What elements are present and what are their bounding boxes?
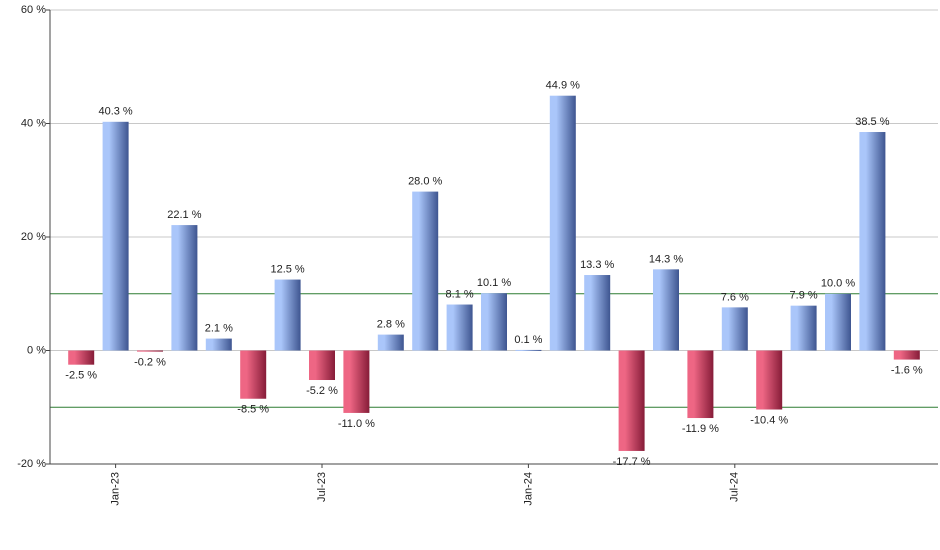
value-label: 38.5 % <box>855 116 889 128</box>
value-label: 0.1 % <box>514 334 542 346</box>
value-label: -10.4 % <box>750 414 788 426</box>
bar <box>68 350 95 365</box>
y-tick-label: -20 % <box>17 458 46 470</box>
bar <box>205 338 232 351</box>
value-label: 12.5 % <box>270 263 304 275</box>
value-label: 8.1 % <box>446 288 474 300</box>
bar <box>584 275 611 351</box>
value-label: 7.9 % <box>790 290 818 302</box>
bar <box>274 279 301 351</box>
value-label: -5.2 % <box>306 385 338 397</box>
bar <box>412 191 439 351</box>
value-label: 7.6 % <box>721 291 749 303</box>
value-label: 14.3 % <box>649 253 683 265</box>
value-label: -8.5 % <box>237 404 269 416</box>
value-label: 2.8 % <box>377 319 405 331</box>
value-label: -1.6 % <box>891 364 923 376</box>
bar <box>240 350 267 399</box>
y-tick-label: 40 % <box>21 117 46 129</box>
bar <box>653 269 679 351</box>
value-label: 2.1 % <box>205 322 233 334</box>
value-label: 13.3 % <box>580 259 614 271</box>
bar <box>102 121 129 351</box>
bar <box>309 350 335 381</box>
bar <box>790 305 817 351</box>
value-label: 22.1 % <box>167 209 201 221</box>
bar <box>825 293 851 351</box>
value-label: 10.0 % <box>821 278 855 290</box>
bar <box>893 350 920 360</box>
y-tick-label: 20 % <box>21 231 46 243</box>
value-label: -11.9 % <box>682 423 719 435</box>
bar <box>343 350 370 413</box>
y-tick-label: 60 % <box>21 4 46 16</box>
value-label: 44.9 % <box>546 80 580 92</box>
bar <box>171 225 198 351</box>
bar <box>481 293 507 351</box>
bar <box>549 95 576 351</box>
bar <box>515 349 542 351</box>
x-tick-label: Jan-23 <box>110 472 122 506</box>
bar <box>721 307 748 351</box>
value-label: -0.2 % <box>134 357 166 369</box>
value-label: 40.3 % <box>98 106 132 118</box>
bar <box>756 350 783 410</box>
value-label: 10.1 % <box>477 277 511 289</box>
value-label: -17.7 % <box>613 456 651 468</box>
value-label: -11.0 % <box>338 418 375 430</box>
bar <box>137 350 163 352</box>
bar <box>687 350 714 419</box>
value-label: -2.5 % <box>65 370 97 382</box>
y-tick-label: 0 % <box>27 344 46 356</box>
value-label: 28.0 % <box>408 176 442 188</box>
x-tick-label: Jan-24 <box>522 472 534 506</box>
bar <box>446 304 473 351</box>
bar <box>859 132 886 351</box>
bar <box>618 350 645 451</box>
x-tick-label: Jul-23 <box>316 472 328 502</box>
x-tick-label: Jul-24 <box>729 472 741 502</box>
bar <box>377 334 404 351</box>
